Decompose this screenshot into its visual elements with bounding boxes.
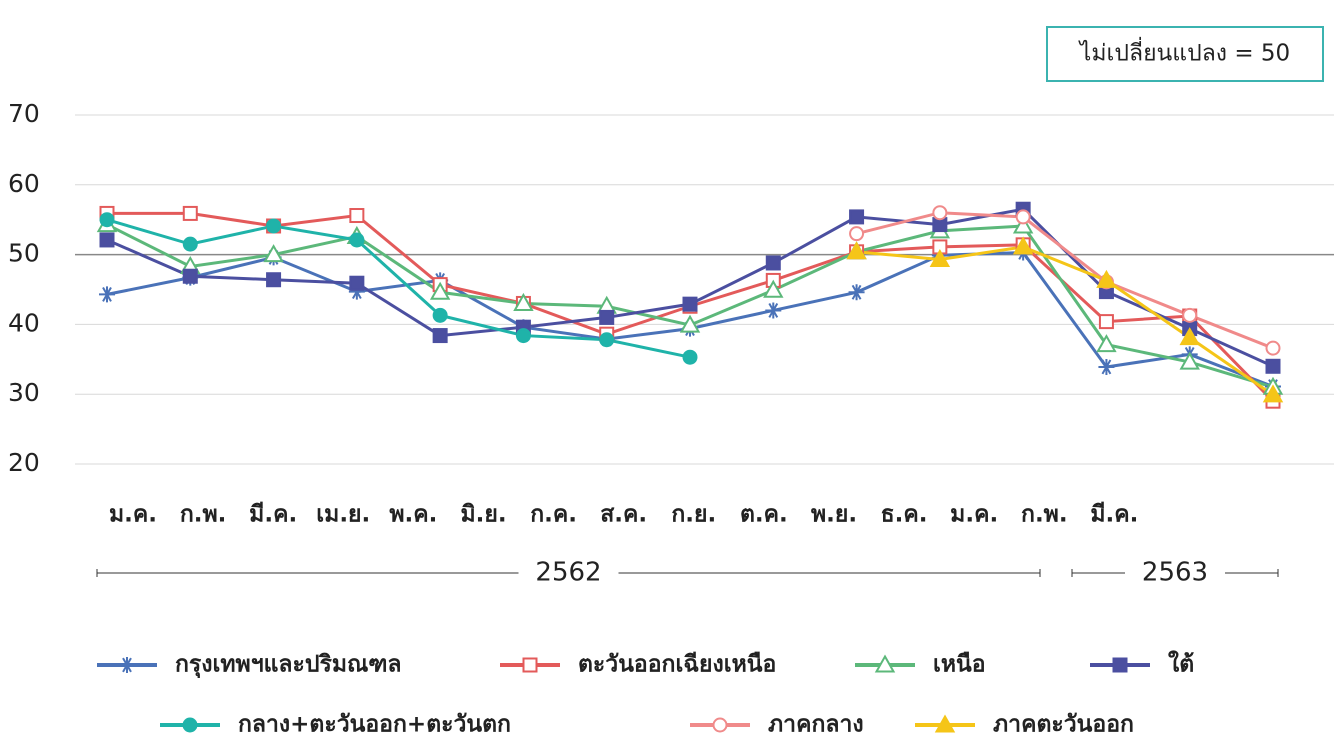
marker [350, 209, 363, 222]
marker [767, 256, 780, 269]
x-tick-label: ธ.ค. [881, 502, 928, 528]
marker [184, 270, 197, 283]
marker [99, 286, 115, 302]
y-tick-label: 60 [8, 169, 40, 198]
x-tick-label: พ.ค. [389, 502, 437, 528]
chart: 20 30 40 50 60 70 ม.ค. ก.พ. มี.ค. เม.ย. พ.ค. มิ.ย. ก… [0, 0, 1334, 742]
marker [850, 210, 863, 223]
legend-marker [524, 659, 537, 672]
marker [600, 333, 613, 346]
x-tick-label: ก.ย. [671, 502, 716, 528]
marker [684, 351, 697, 364]
x-tick-label: พ.ย. [811, 502, 857, 528]
legend-label: ใต้ [1168, 650, 1194, 678]
legend-label: ตะวันออกเฉียงเหนือ [578, 652, 776, 678]
marker [765, 302, 781, 318]
year-label: 2563 [1142, 558, 1208, 588]
legend-label: กรุงเทพฯและปริมณฑล [175, 652, 402, 679]
x-tick-label: ต.ค. [740, 502, 788, 528]
x-tick-label: ม.ค. [950, 502, 998, 528]
y-tick-label: 30 [8, 378, 40, 407]
marker [517, 329, 530, 342]
marker [850, 227, 863, 240]
series-line [857, 213, 1273, 348]
year-label: 2562 [535, 558, 601, 588]
legend-marker [184, 719, 197, 732]
legend-label: เหนือ [933, 652, 986, 678]
legend-label: กลาง+ตะวันออก+ตะวันตก [238, 712, 511, 738]
marker [684, 298, 697, 311]
marker [101, 213, 114, 226]
series-line [857, 247, 1273, 395]
marker [350, 233, 363, 246]
x-tick-label: ก.พ. [1021, 502, 1068, 528]
x-tick-label: ส.ค. [600, 502, 647, 528]
marker [101, 233, 114, 246]
marker [849, 284, 865, 300]
marker [1183, 309, 1196, 322]
x-tick-label: มี.ค. [1090, 502, 1138, 528]
x-tick-label: เม.ย. [316, 502, 370, 528]
y-tick-label: 40 [8, 308, 40, 337]
marker [184, 238, 197, 251]
legend-marker [119, 657, 135, 673]
marker [1017, 210, 1030, 223]
x-tick-label: ม.ค. [109, 502, 157, 528]
marker [434, 309, 447, 322]
x-tick-label: ก.พ. [180, 502, 227, 528]
marker [267, 273, 280, 286]
marker [184, 207, 197, 220]
y-tick-label: 50 [8, 239, 40, 268]
marker [1267, 342, 1280, 355]
y-tick-label: 20 [8, 448, 40, 477]
legend-label: ภาคกลาง [768, 712, 864, 738]
marker [933, 206, 946, 219]
x-tick-label: มี.ค. [249, 502, 297, 528]
annotation: ไม่เปลี่ยนแปลง = 50 [1078, 37, 1290, 67]
marker [600, 311, 613, 324]
marker [267, 219, 280, 232]
marker [434, 329, 447, 342]
marker [1100, 315, 1113, 328]
legend-marker [1114, 659, 1127, 672]
y-tick-label: 70 [8, 99, 40, 128]
legend-marker [714, 719, 727, 732]
x-tick-label: มิ.ย. [460, 502, 506, 528]
legend-label: ภาคตะวันออก [993, 712, 1134, 738]
x-tick-label: ก.ค. [530, 502, 577, 528]
marker [1267, 360, 1280, 373]
marker [350, 277, 363, 290]
